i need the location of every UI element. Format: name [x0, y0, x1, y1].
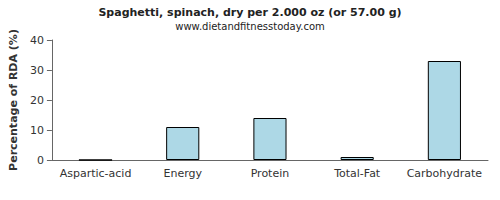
svg-text:10: 10 — [30, 124, 44, 137]
svg-text:Carbohydrate: Carbohydrate — [407, 167, 483, 180]
svg-text:0: 0 — [37, 154, 44, 167]
svg-text:30: 30 — [30, 64, 44, 77]
svg-text:Spaghetti, spinach, dry per 2.: Spaghetti, spinach, dry per 2.000 oz (or… — [98, 6, 401, 19]
svg-text:Percentage of RDA (%): Percentage of RDA (%) — [7, 29, 20, 171]
svg-text:Protein: Protein — [251, 167, 290, 180]
svg-text:www.dietandfitnesstoday.com: www.dietandfitnesstoday.com — [175, 21, 324, 32]
svg-text:Total-Fat: Total-Fat — [333, 167, 381, 180]
svg-text:20: 20 — [30, 94, 44, 107]
svg-text:Energy: Energy — [163, 167, 202, 180]
svg-text:Aspartic-acid: Aspartic-acid — [60, 167, 132, 180]
svg-text:40: 40 — [30, 34, 44, 47]
